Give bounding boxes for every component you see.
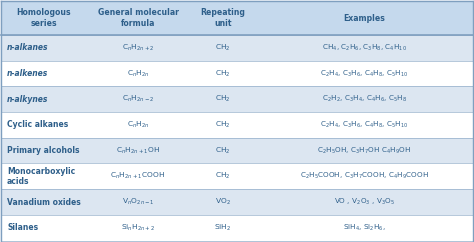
Text: Monocarboxylic
acids: Monocarboxylic acids: [7, 167, 75, 186]
Bar: [1, 60, 473, 86]
Text: C$_n$H$_{2n-2}$: C$_n$H$_{2n-2}$: [122, 94, 154, 104]
Text: CH$_2$: CH$_2$: [215, 94, 231, 104]
Text: C$_2$H$_4$, C$_3$H$_6$, C$_4$H$_8$, C$_5$H$_{10}$: C$_2$H$_4$, C$_3$H$_6$, C$_4$H$_8$, C$_5…: [320, 68, 409, 79]
Text: Si$_n$H$_{2n+2}$: Si$_n$H$_{2n+2}$: [121, 223, 155, 233]
Bar: [1, 86, 473, 112]
Text: VO$_2$: VO$_2$: [215, 197, 231, 207]
Text: C$_n$H$_{2n+1}$COOH: C$_n$H$_{2n+1}$COOH: [110, 171, 165, 182]
Text: General molecular
formula: General molecular formula: [98, 8, 179, 28]
Text: C$_2$H$_4$, C$_3$H$_6$, C$_4$H$_8$, C$_5$H$_{10}$: C$_2$H$_4$, C$_3$H$_6$, C$_4$H$_8$, C$_5…: [320, 120, 409, 130]
Text: VO , V$_2$O$_3$ , V$_3$O$_5$: VO , V$_2$O$_3$ , V$_3$O$_5$: [334, 197, 395, 207]
Bar: [1, 1, 473, 35]
Text: n-alkenes: n-alkenes: [7, 69, 48, 78]
Bar: [1, 138, 473, 163]
Text: CH$_2$: CH$_2$: [215, 145, 231, 156]
Text: C$_2$H$_5$OH, C$_3$H$_7$OH C$_4$H$_9$OH: C$_2$H$_5$OH, C$_3$H$_7$OH C$_4$H$_9$OH: [317, 145, 411, 156]
Text: n-alkynes: n-alkynes: [7, 95, 48, 104]
Bar: [1, 35, 473, 60]
Text: Repeating
unit: Repeating unit: [201, 8, 246, 28]
Text: Vanadium oxides: Vanadium oxides: [7, 197, 81, 206]
Text: SiH$_2$: SiH$_2$: [214, 223, 231, 233]
Bar: [1, 163, 473, 189]
Text: C$_2$H$_5$COOH, C$_3$H$_7$COOH, C$_4$H$_9$COOH: C$_2$H$_5$COOH, C$_3$H$_7$COOH, C$_4$H$_…: [300, 171, 428, 182]
Text: Primary alcohols: Primary alcohols: [7, 146, 80, 155]
Bar: [1, 112, 473, 138]
Text: CH$_2$: CH$_2$: [215, 171, 231, 182]
Text: CH$_2$: CH$_2$: [215, 43, 231, 53]
Text: C$_n$H$_{2n}$: C$_n$H$_{2n}$: [127, 68, 149, 79]
Text: CH$_2$: CH$_2$: [215, 68, 231, 79]
Text: Homologous
series: Homologous series: [17, 8, 71, 28]
Bar: [1, 215, 473, 241]
Text: CH$_4$, C$_2$H$_6$, C$_3$H$_8$, C$_4$H$_{10}$: CH$_4$, C$_2$H$_6$, C$_3$H$_8$, C$_4$H$_…: [322, 43, 407, 53]
Text: Silanes: Silanes: [7, 223, 38, 232]
Text: C$_n$H$_{2n}$: C$_n$H$_{2n}$: [127, 120, 149, 130]
Text: n-alkanes: n-alkanes: [7, 43, 48, 52]
Text: SiH$_4$, Si$_2$H$_6$,: SiH$_4$, Si$_2$H$_6$,: [343, 223, 386, 233]
Text: C$_n$H$_{2n+2}$: C$_n$H$_{2n+2}$: [122, 43, 154, 53]
Text: Examples: Examples: [343, 14, 385, 23]
Text: V$_n$O$_{2n-1}$: V$_n$O$_{2n-1}$: [122, 197, 155, 207]
Text: Cyclic alkanes: Cyclic alkanes: [7, 120, 68, 129]
Text: C$_n$H$_{2n+1}$OH: C$_n$H$_{2n+1}$OH: [116, 145, 160, 156]
Bar: [1, 189, 473, 215]
Text: C$_2$H$_2$, C$_3$H$_4$, C$_4$H$_6$, C$_5$H$_8$: C$_2$H$_2$, C$_3$H$_4$, C$_4$H$_6$, C$_5…: [321, 94, 407, 104]
Text: CH$_2$: CH$_2$: [215, 120, 231, 130]
